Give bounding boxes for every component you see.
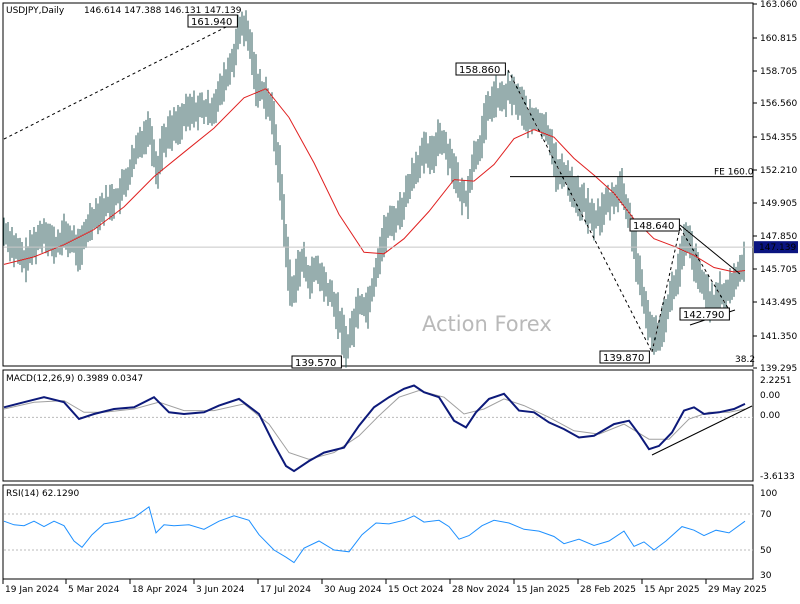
fib-level-label: 38.2 xyxy=(735,355,755,365)
fe-level-label: FE 160.0 xyxy=(714,168,754,178)
x-tick-label: 29 May 2025 xyxy=(708,585,767,595)
price-tick-label: 149.905 xyxy=(760,199,797,209)
ohlc-readout: 146.614 147.388 146.131 147.139 xyxy=(84,6,242,16)
price-label-box xyxy=(679,307,730,321)
trendline-dotted xyxy=(3,21,237,140)
macd-tick-label: 0.00 xyxy=(760,391,780,401)
price-layer: FE 160.0 38.2 161.940 139.570 158.860 148.640… xyxy=(3,10,755,369)
x-tick-label: 15 Apr 2025 xyxy=(644,585,700,595)
price-tick-label: 156.560 xyxy=(760,99,797,109)
macd-panel xyxy=(2,369,754,482)
macd-trendline xyxy=(651,405,753,456)
rsi-panel xyxy=(2,484,754,580)
current-price-box xyxy=(754,241,798,254)
macd-title: MACD(12,26,9) 0.3989 0.0347 xyxy=(6,374,143,384)
macd-tick-label: 0.00 xyxy=(760,411,780,421)
price-tick-label: 160.815 xyxy=(760,34,797,44)
rsi-tick-label: 50 xyxy=(760,546,772,556)
price-label-text: 148.640 xyxy=(633,221,674,232)
price-label-text: 158.860 xyxy=(459,65,500,76)
rsi-tick-label: 70 xyxy=(760,510,772,520)
price-label-box xyxy=(455,62,506,76)
price-tick-label: 145.705 xyxy=(760,265,797,275)
x-tick-label: 15 Jan 2025 xyxy=(516,585,570,595)
trendline-dotted xyxy=(507,69,653,353)
price-label-box xyxy=(629,218,680,232)
macd-signal-line xyxy=(3,389,746,460)
x-tick-label: 5 Mar 2024 xyxy=(68,585,120,595)
macd-tick-label: -3.6133 xyxy=(760,472,795,482)
x-tick-label: 15 Oct 2024 xyxy=(388,585,444,595)
x-tick-label: 18 Apr 2024 xyxy=(132,585,188,595)
price-label-text: 139.570 xyxy=(295,358,336,369)
x-tick-label: 19 Jan 2024 xyxy=(5,585,59,595)
price-label-box xyxy=(599,350,650,364)
price-panel xyxy=(2,2,754,367)
price-label-text: 142.790 xyxy=(683,310,724,321)
macd-layer xyxy=(3,384,753,473)
symbol-label: USDJPY,Daily xyxy=(6,6,65,16)
price-tick-label: 163.060 xyxy=(760,0,797,10)
x-tick-label: 17 Jul 2024 xyxy=(260,585,311,595)
price-label-text: 139.870 xyxy=(603,353,644,364)
price-tick-label: 158.705 xyxy=(760,67,797,77)
macd-main-line xyxy=(3,384,746,473)
current-price-label: 147.139 xyxy=(759,243,796,253)
x-tick-label: 28 Feb 2025 xyxy=(580,585,636,595)
x-tick-label: 30 Aug 2024 xyxy=(324,585,382,595)
price-tick-label: 147.850 xyxy=(760,232,797,242)
price-label-box xyxy=(291,355,342,369)
price-tick-label: 154.355 xyxy=(760,133,797,143)
rsi-title: RSI(14) 62.1290 xyxy=(6,489,79,499)
x-tick-label: 28 Nov 2024 xyxy=(452,585,510,595)
moving-average-line xyxy=(3,88,746,273)
rsi-tick-label: 30 xyxy=(760,571,772,581)
watermark: Action Forex xyxy=(422,312,552,336)
price-tick-label: 152.210 xyxy=(760,166,797,176)
rsi-layer xyxy=(3,505,753,564)
price-tick-label: 139.295 xyxy=(760,364,797,374)
price-label-text: 161.940 xyxy=(191,17,232,28)
rsi-tick-label: 100 xyxy=(760,489,777,499)
price-tick-label: 143.495 xyxy=(760,298,797,308)
macd-tick-label: 2.2251 xyxy=(760,376,792,386)
rsi-line xyxy=(3,505,746,564)
x-tick-label: 3 Jun 2024 xyxy=(196,585,245,595)
price-tick-label: 141.350 xyxy=(760,332,797,342)
channel-line-upper xyxy=(679,224,741,275)
price-label-box xyxy=(187,14,238,28)
